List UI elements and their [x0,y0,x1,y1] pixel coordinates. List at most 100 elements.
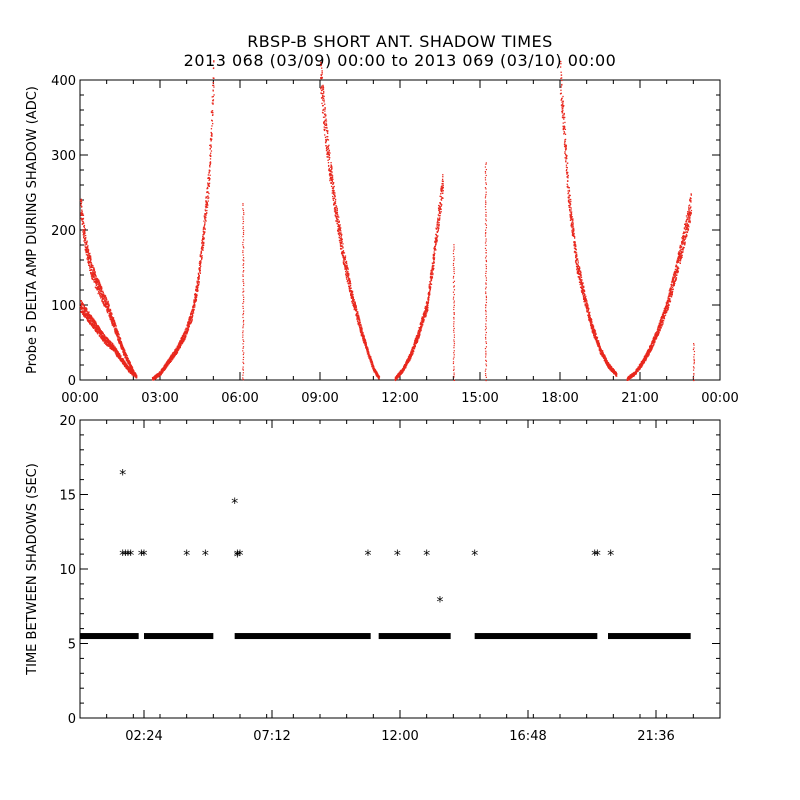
data-point [242,216,244,218]
data-point [320,87,322,89]
data-point [103,298,105,300]
data-point [90,261,92,264]
data-point [105,299,107,301]
data-point [329,170,332,172]
data-point [180,343,182,345]
data-point [407,358,410,360]
data-point [90,263,93,265]
data-point [421,322,423,324]
data-point [359,319,361,321]
data-point [424,312,426,315]
data-point [242,372,244,374]
data-point [166,360,169,362]
data-point [184,335,187,337]
data-point [97,329,99,331]
data-point [135,373,137,375]
data-point [104,303,106,306]
x-tick-label: 00:00 [61,391,98,406]
data-point [242,251,244,254]
data-point [414,345,416,348]
data-point [425,310,427,313]
data-point [196,288,198,290]
data-point [195,298,198,301]
data-point [330,185,333,188]
data-point [349,283,352,285]
data-point [196,287,199,290]
data-point [103,340,106,342]
data-point [335,211,338,214]
data-point [194,299,197,301]
data-point [416,340,419,342]
data-point [485,238,487,240]
data-point [484,223,487,225]
data-point [453,345,455,347]
data-point [100,288,103,290]
data-point [242,279,244,281]
data-point [322,92,324,95]
data-point [195,286,198,289]
data-point [366,347,369,350]
data-point [83,240,85,242]
data-point [97,283,99,285]
data-point [187,321,189,324]
data-point [345,270,348,272]
data-point [82,308,84,310]
data-point [485,331,487,334]
data-point [242,305,244,308]
data-point [121,348,123,350]
data-point [242,369,244,371]
data-point [90,273,92,275]
data-point [359,326,361,328]
data-point [119,343,122,345]
data-point [415,338,417,341]
data-point [485,252,487,254]
data-point [432,267,434,269]
data-point [93,321,95,323]
data-point [432,262,434,265]
x-tick-label: 00:00 [701,391,738,406]
data-point [321,93,323,95]
data-point [180,344,182,346]
data-point [325,114,327,116]
data-point [102,298,104,300]
data-point [91,276,93,278]
data-point [441,186,443,189]
data-point [209,177,211,180]
data-point [429,287,431,289]
data-point [102,336,105,338]
data-point [109,318,111,321]
data-point [561,97,563,99]
data-point [433,265,435,267]
data-point [429,275,432,277]
data-point [320,92,323,95]
data-point [405,362,407,365]
data-point [100,296,102,298]
data-point [438,221,440,224]
data-point [88,262,90,265]
data-point [364,339,366,342]
data-point [184,334,186,336]
data-point [108,314,111,317]
data-point [320,86,323,89]
data-point [337,229,340,231]
data-point [321,102,323,105]
data-point [213,77,215,79]
data-point [423,314,425,317]
data-point [561,106,563,108]
data-point [429,283,431,285]
data-point [242,334,244,336]
data-point [243,310,245,312]
data-point [362,331,364,334]
data-point [187,323,190,325]
data-point [168,360,170,362]
data-point [485,279,488,281]
data-point [325,123,328,125]
data-point [196,286,198,288]
data-point [332,188,334,190]
data-point [81,209,83,211]
data-point [400,373,402,375]
data-point [163,365,166,367]
data-point [369,355,371,357]
data-point [332,186,334,188]
data-point [433,255,435,257]
